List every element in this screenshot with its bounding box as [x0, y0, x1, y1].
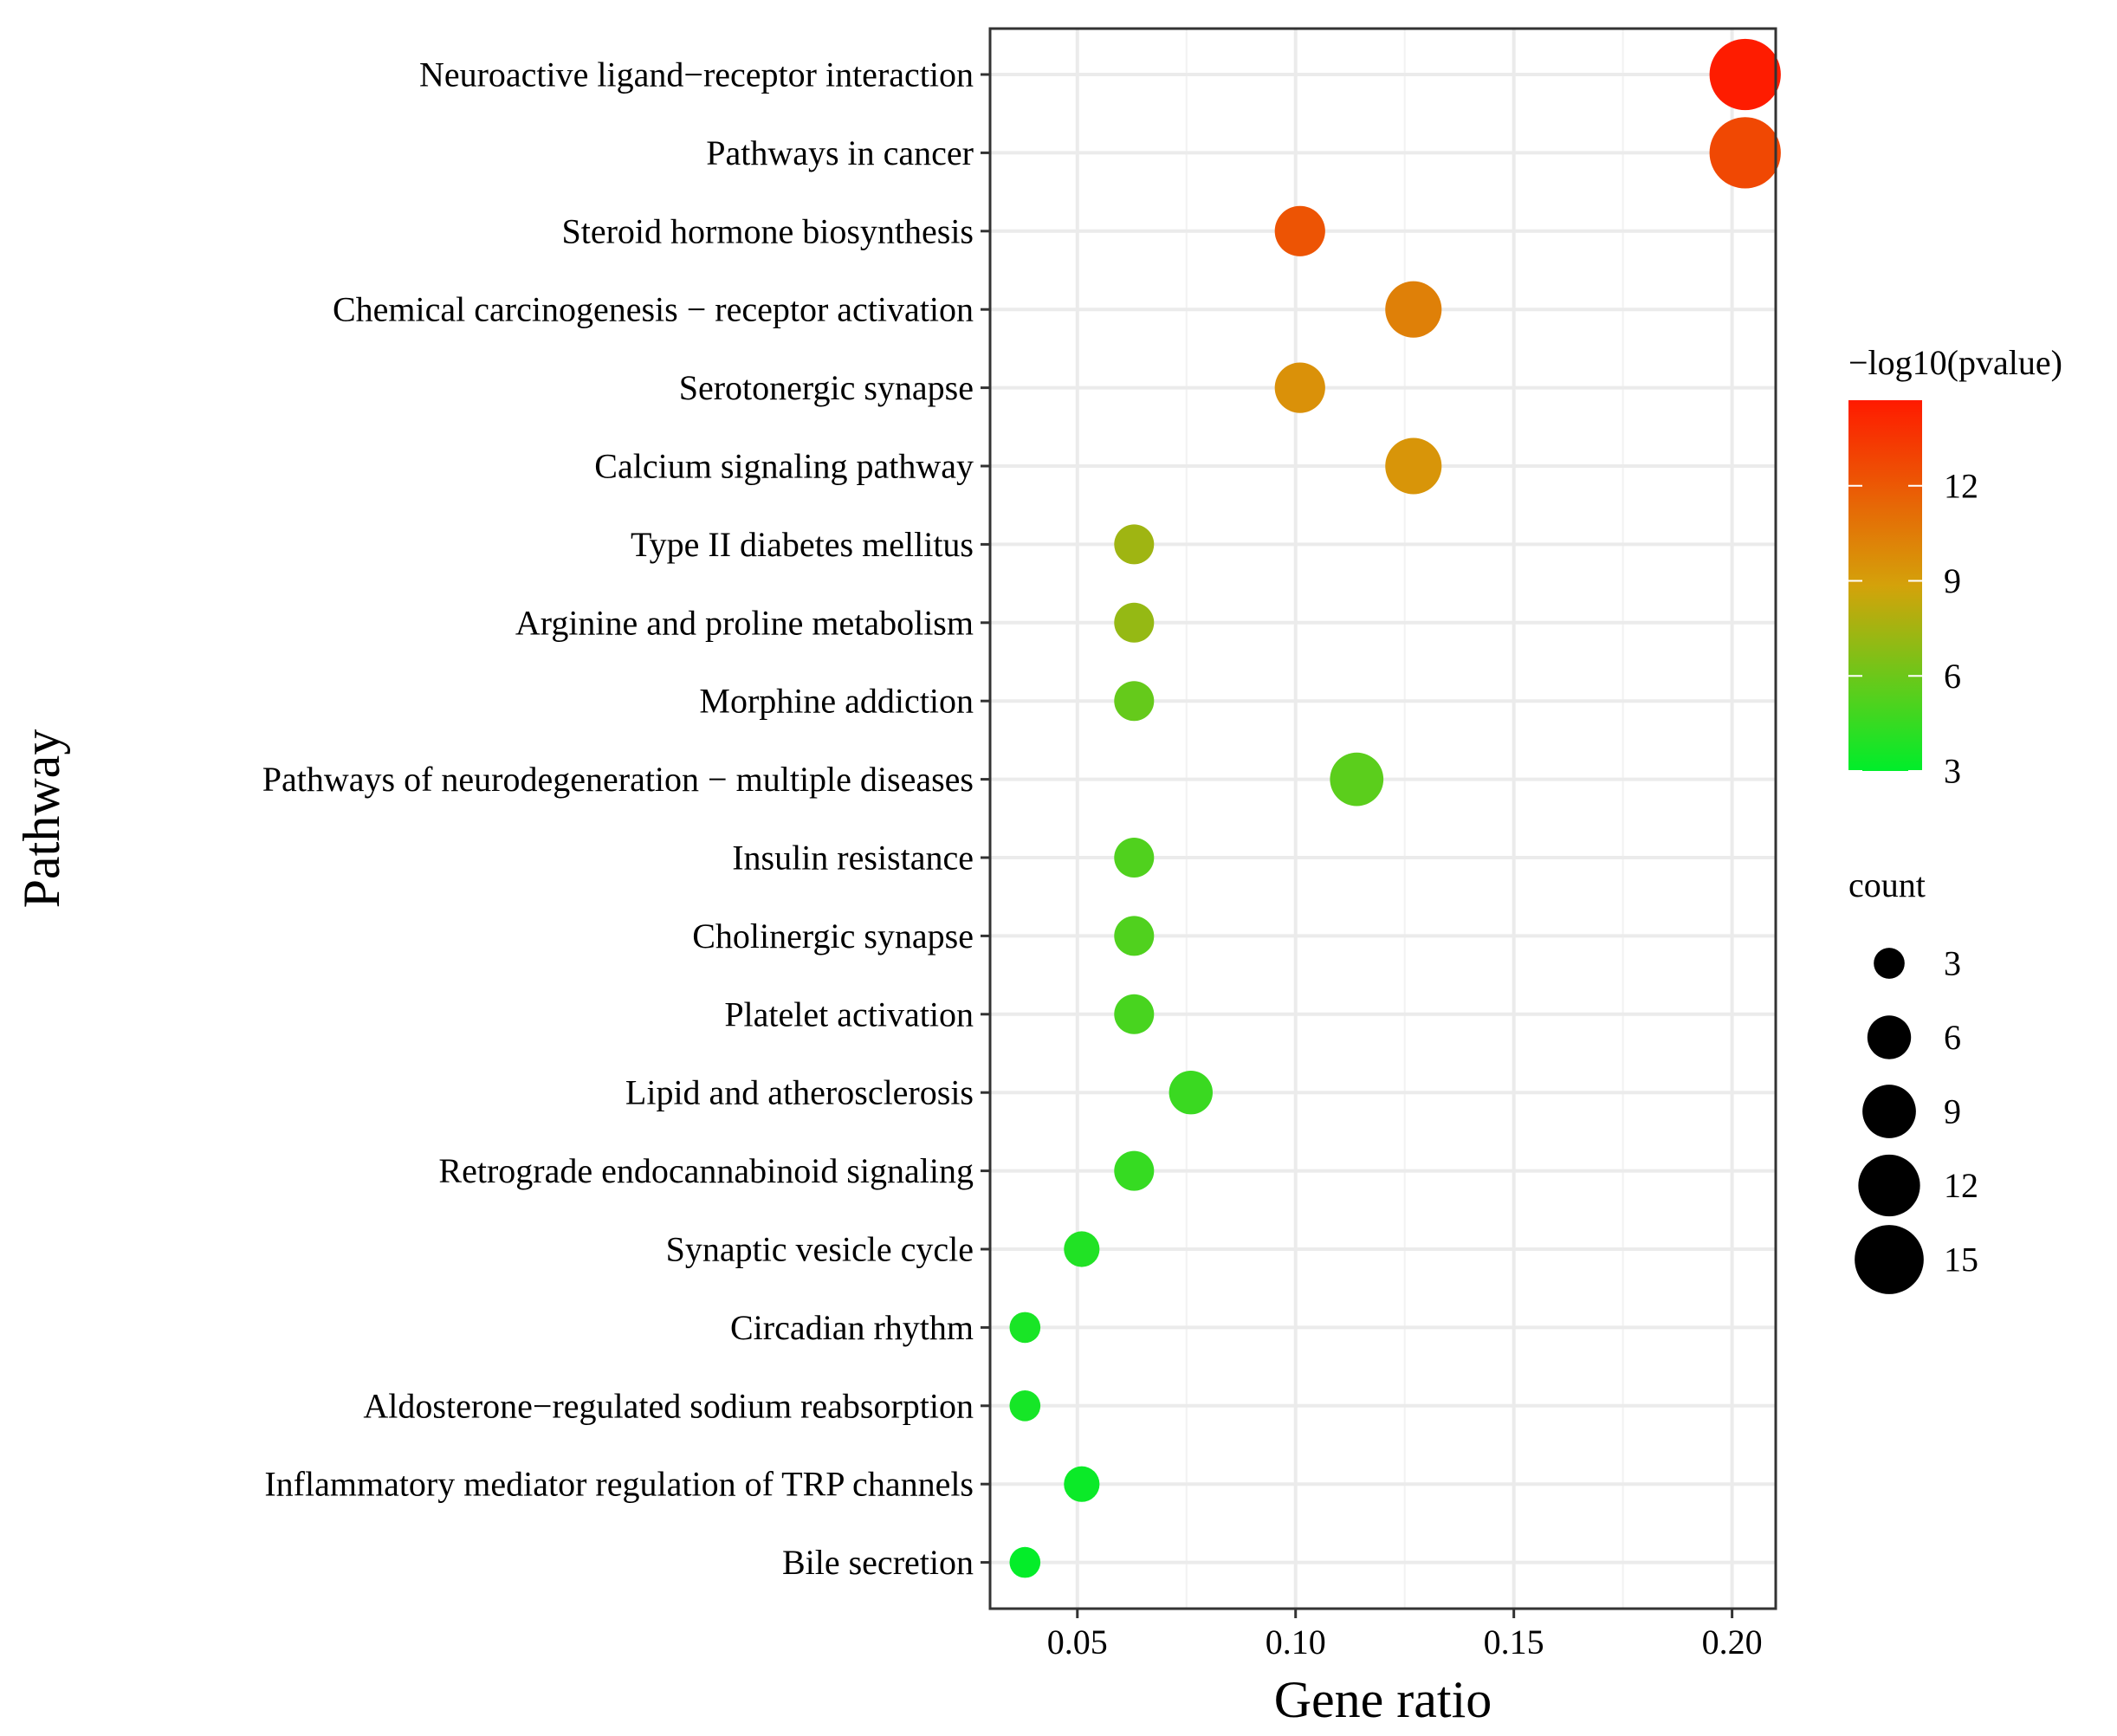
data-point: [1064, 1231, 1100, 1267]
y-tick-label: Synaptic vesicle cycle: [666, 1230, 974, 1269]
data-point: [1274, 205, 1325, 256]
data-point: [1009, 1389, 1041, 1422]
color-legend-title: −log10(pvalue): [1848, 343, 2062, 382]
size-legend-key: [1862, 1085, 1916, 1138]
y-tick-label: Type II diabetes mellitus: [631, 525, 974, 564]
x-tick-label: 0.15: [1484, 1623, 1544, 1662]
y-tick-label: Morphine addiction: [699, 682, 974, 721]
x-tick-label: 0.10: [1266, 1623, 1326, 1662]
size-legend-label: 3: [1944, 944, 1961, 983]
data-point: [1274, 362, 1325, 413]
plot-border: [988, 27, 1777, 1610]
plot-panel: [990, 29, 1776, 1609]
color-legend-label: 6: [1944, 657, 1961, 696]
y-tick-label: Steroid hormone biosynthesis: [561, 211, 974, 250]
color-legend-label: 9: [1944, 561, 1961, 600]
data-point: [1385, 281, 1442, 338]
data-point: [1009, 1546, 1041, 1578]
x-tick-label: 0.20: [1702, 1623, 1763, 1662]
data-point: [1114, 916, 1155, 956]
y-tick-label: Serotonergic synapse: [679, 368, 974, 407]
size-legend-key: [1874, 948, 1905, 979]
y-tick-label: Platelet activation: [724, 994, 974, 1033]
size-legend-label: 9: [1944, 1092, 1961, 1131]
size-legend-label: 12: [1944, 1166, 1978, 1205]
y-tick-label: Arginine and proline metabolism: [515, 603, 974, 642]
data-point: [1064, 1466, 1100, 1502]
size-legend-label: 6: [1944, 1018, 1961, 1057]
size-legend-key: [1858, 1154, 1920, 1217]
data-point: [1114, 681, 1155, 722]
y-tick-label: Retrograde endocannabinoid signaling: [438, 1151, 974, 1190]
y-tick-label: Cholinergic synapse: [692, 917, 974, 955]
y-tick-label: Bile secretion: [782, 1543, 974, 1582]
y-tick-label: Circadian rhythm: [730, 1308, 974, 1347]
data-point: [1114, 1150, 1155, 1191]
y-tick-label: Insulin resistance: [732, 839, 974, 878]
data-point: [1114, 524, 1155, 565]
color-legend-label: 3: [1944, 752, 1961, 791]
size-legend-title: count: [1848, 865, 1926, 904]
color-legend-bar: [1848, 400, 1922, 771]
y-axis-title: Pathway: [13, 729, 70, 909]
data-point: [1385, 437, 1442, 495]
size-legend-key: [1867, 1015, 1912, 1059]
data-point: [1330, 752, 1384, 806]
data-point: [1009, 1312, 1041, 1344]
data-point: [1709, 117, 1781, 189]
y-tick-label: Calcium signaling pathway: [594, 447, 974, 486]
size-legend-label: 15: [1944, 1240, 1978, 1279]
y-tick-label: Pathways of neurodegeneration − multiple…: [262, 760, 974, 799]
data-point: [1114, 602, 1155, 643]
y-tick-label: Inflammatory mediator regulation of TRP …: [264, 1465, 974, 1504]
color-legend-label: 12: [1944, 466, 1978, 505]
y-tick-label: Neuroactive ligand−receptor interaction: [419, 55, 974, 94]
y-tick-label: Chemical carcinogenesis − receptor activ…: [333, 290, 974, 329]
y-tick-label: Aldosterone−regulated sodium reabsorptio…: [363, 1386, 974, 1425]
data-point: [1114, 837, 1155, 878]
data-point: [1709, 38, 1781, 111]
y-tick-label: Lipid and atherosclerosis: [625, 1073, 974, 1112]
data-point: [1169, 1071, 1213, 1115]
x-tick-label: 0.05: [1047, 1623, 1108, 1662]
size-legend-key: [1855, 1225, 1924, 1294]
y-tick-label: Pathways in cancer: [706, 133, 974, 172]
data-point: [1114, 994, 1155, 1034]
x-axis-title: Gene ratio: [1274, 1671, 1492, 1728]
